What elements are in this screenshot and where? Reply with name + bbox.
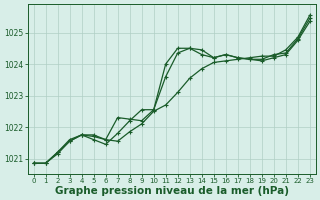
X-axis label: Graphe pression niveau de la mer (hPa): Graphe pression niveau de la mer (hPa) bbox=[55, 186, 289, 196]
